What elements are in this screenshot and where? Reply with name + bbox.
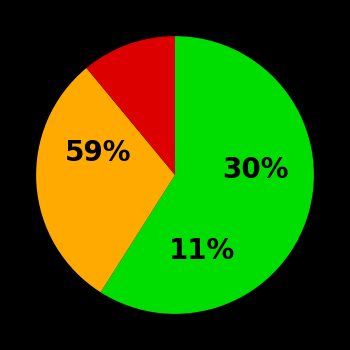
- Wedge shape: [36, 68, 175, 292]
- Text: 59%: 59%: [64, 139, 131, 167]
- Text: 11%: 11%: [169, 237, 236, 265]
- Wedge shape: [100, 36, 314, 314]
- Text: 30%: 30%: [222, 156, 289, 184]
- Wedge shape: [86, 36, 175, 175]
